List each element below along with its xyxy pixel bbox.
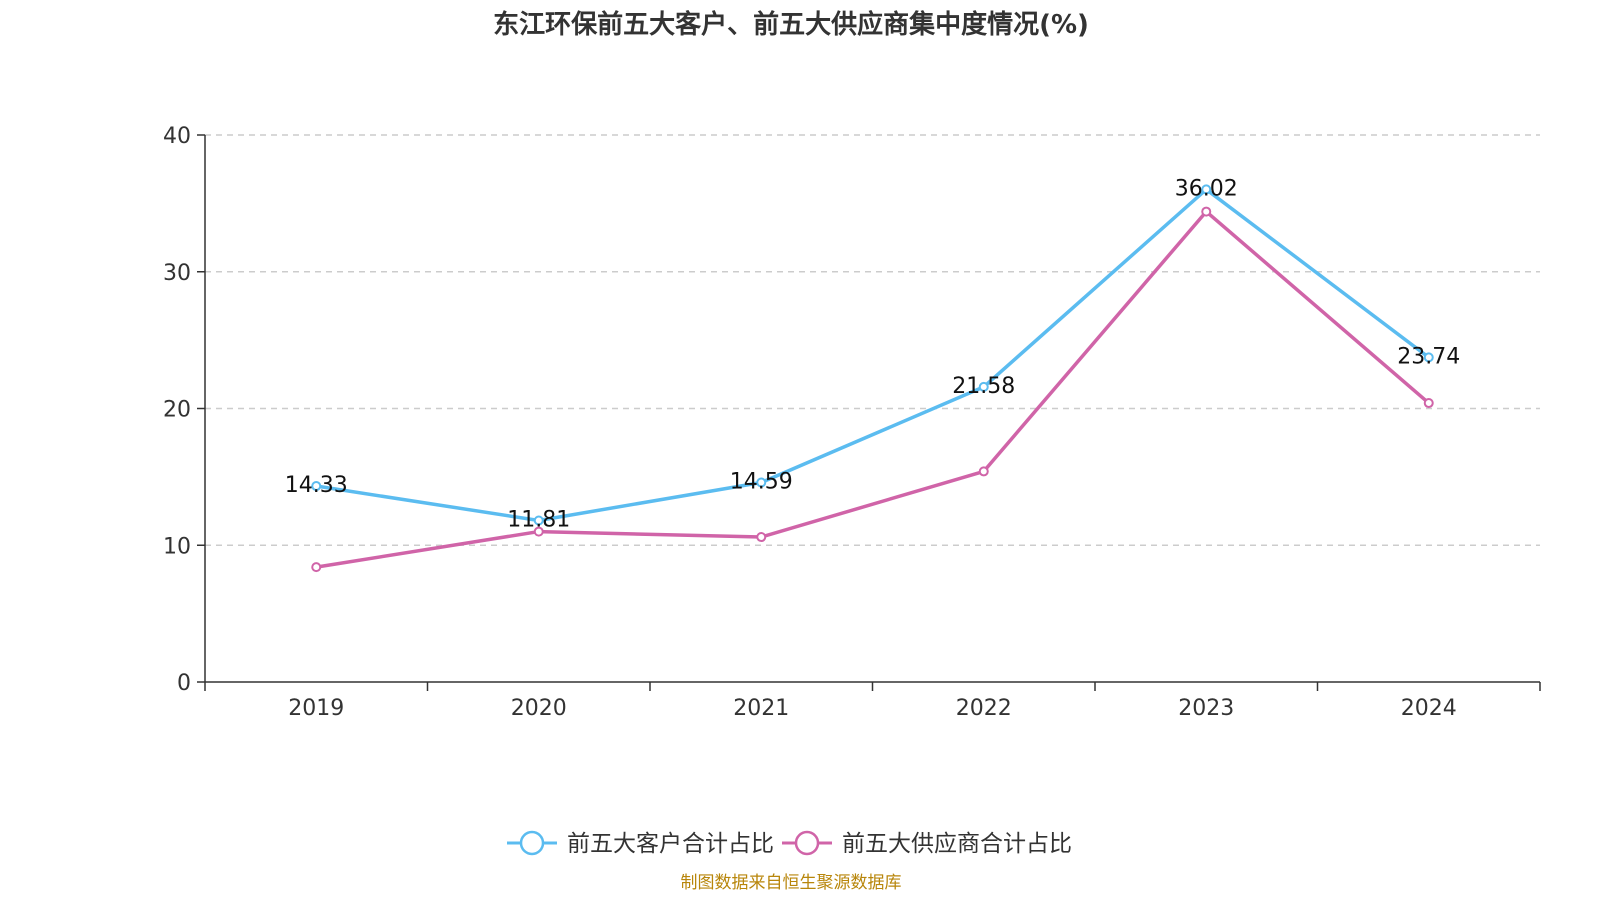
legend-label-2: 前五大供应商合计占比 [842, 831, 1072, 857]
data-point-2-2020 [533, 526, 544, 537]
legend-marker-1 [519, 830, 545, 856]
data-point-2-2021 [756, 532, 767, 543]
data-point-2-2019 [311, 562, 322, 573]
data-point-2-2024 [1423, 398, 1434, 409]
y-tick-label: 20 [163, 398, 191, 423]
series-line-1 [315, 187, 1430, 523]
y-tick-label: 30 [163, 261, 191, 286]
series-layer [311, 184, 1434, 573]
data-label-1-2019: 14.33 [285, 473, 348, 498]
data-label-1-2020: 11.81 [507, 507, 570, 532]
x-tick-label-2024: 2024 [1401, 696, 1457, 721]
data-point-1-2020 [533, 515, 544, 526]
x-tick-label-2020: 2020 [511, 696, 567, 721]
data-point-1-2024 [1423, 352, 1434, 363]
data-point-2-2022 [978, 466, 989, 477]
legend: 前五大客户合计占比 前五大供应商合计占比 [507, 830, 1072, 857]
data-point-1-2023 [1201, 184, 1212, 195]
data-label-1-2024: 23.74 [1397, 344, 1460, 369]
y-tick-label: 40 [163, 124, 191, 149]
x-tick-label-2021: 2021 [733, 696, 789, 721]
x-tick-label-2022: 2022 [956, 696, 1012, 721]
series-line-2 [315, 209, 1430, 569]
data-label-1-2021: 14.59 [730, 469, 793, 494]
legend-marker-2 [794, 830, 820, 856]
data-label-1-2023: 36.02 [1175, 176, 1238, 201]
chart-title: 东江环保前五大客户、前五大供应商集中度情况(%) [493, 9, 1089, 40]
source-note: 制图数据来自恒生聚源数据库 [681, 873, 902, 893]
data-labels: 14.33 11.81 14.59 21.58 36.02 23.74 [285, 176, 1460, 532]
y-tick-label: 10 [163, 534, 191, 559]
data-point-1-2019 [311, 481, 322, 492]
data-point-1-2022 [978, 381, 989, 392]
data-point-1-2021 [756, 477, 767, 488]
data-point-2-2023 [1201, 206, 1212, 217]
y-tick-label: 0 [177, 671, 191, 696]
grid-lines [205, 134, 1540, 546]
data-label-1-2022: 21.58 [952, 374, 1015, 399]
axes: 0 10 20 30 40 2019 2020 2021 2022 2023 2024 [163, 124, 1541, 721]
legend-label-1: 前五大客户合计占比 [567, 831, 774, 857]
x-tick-label-2019: 2019 [288, 696, 344, 721]
x-tick-label-2023: 2023 [1178, 696, 1234, 721]
